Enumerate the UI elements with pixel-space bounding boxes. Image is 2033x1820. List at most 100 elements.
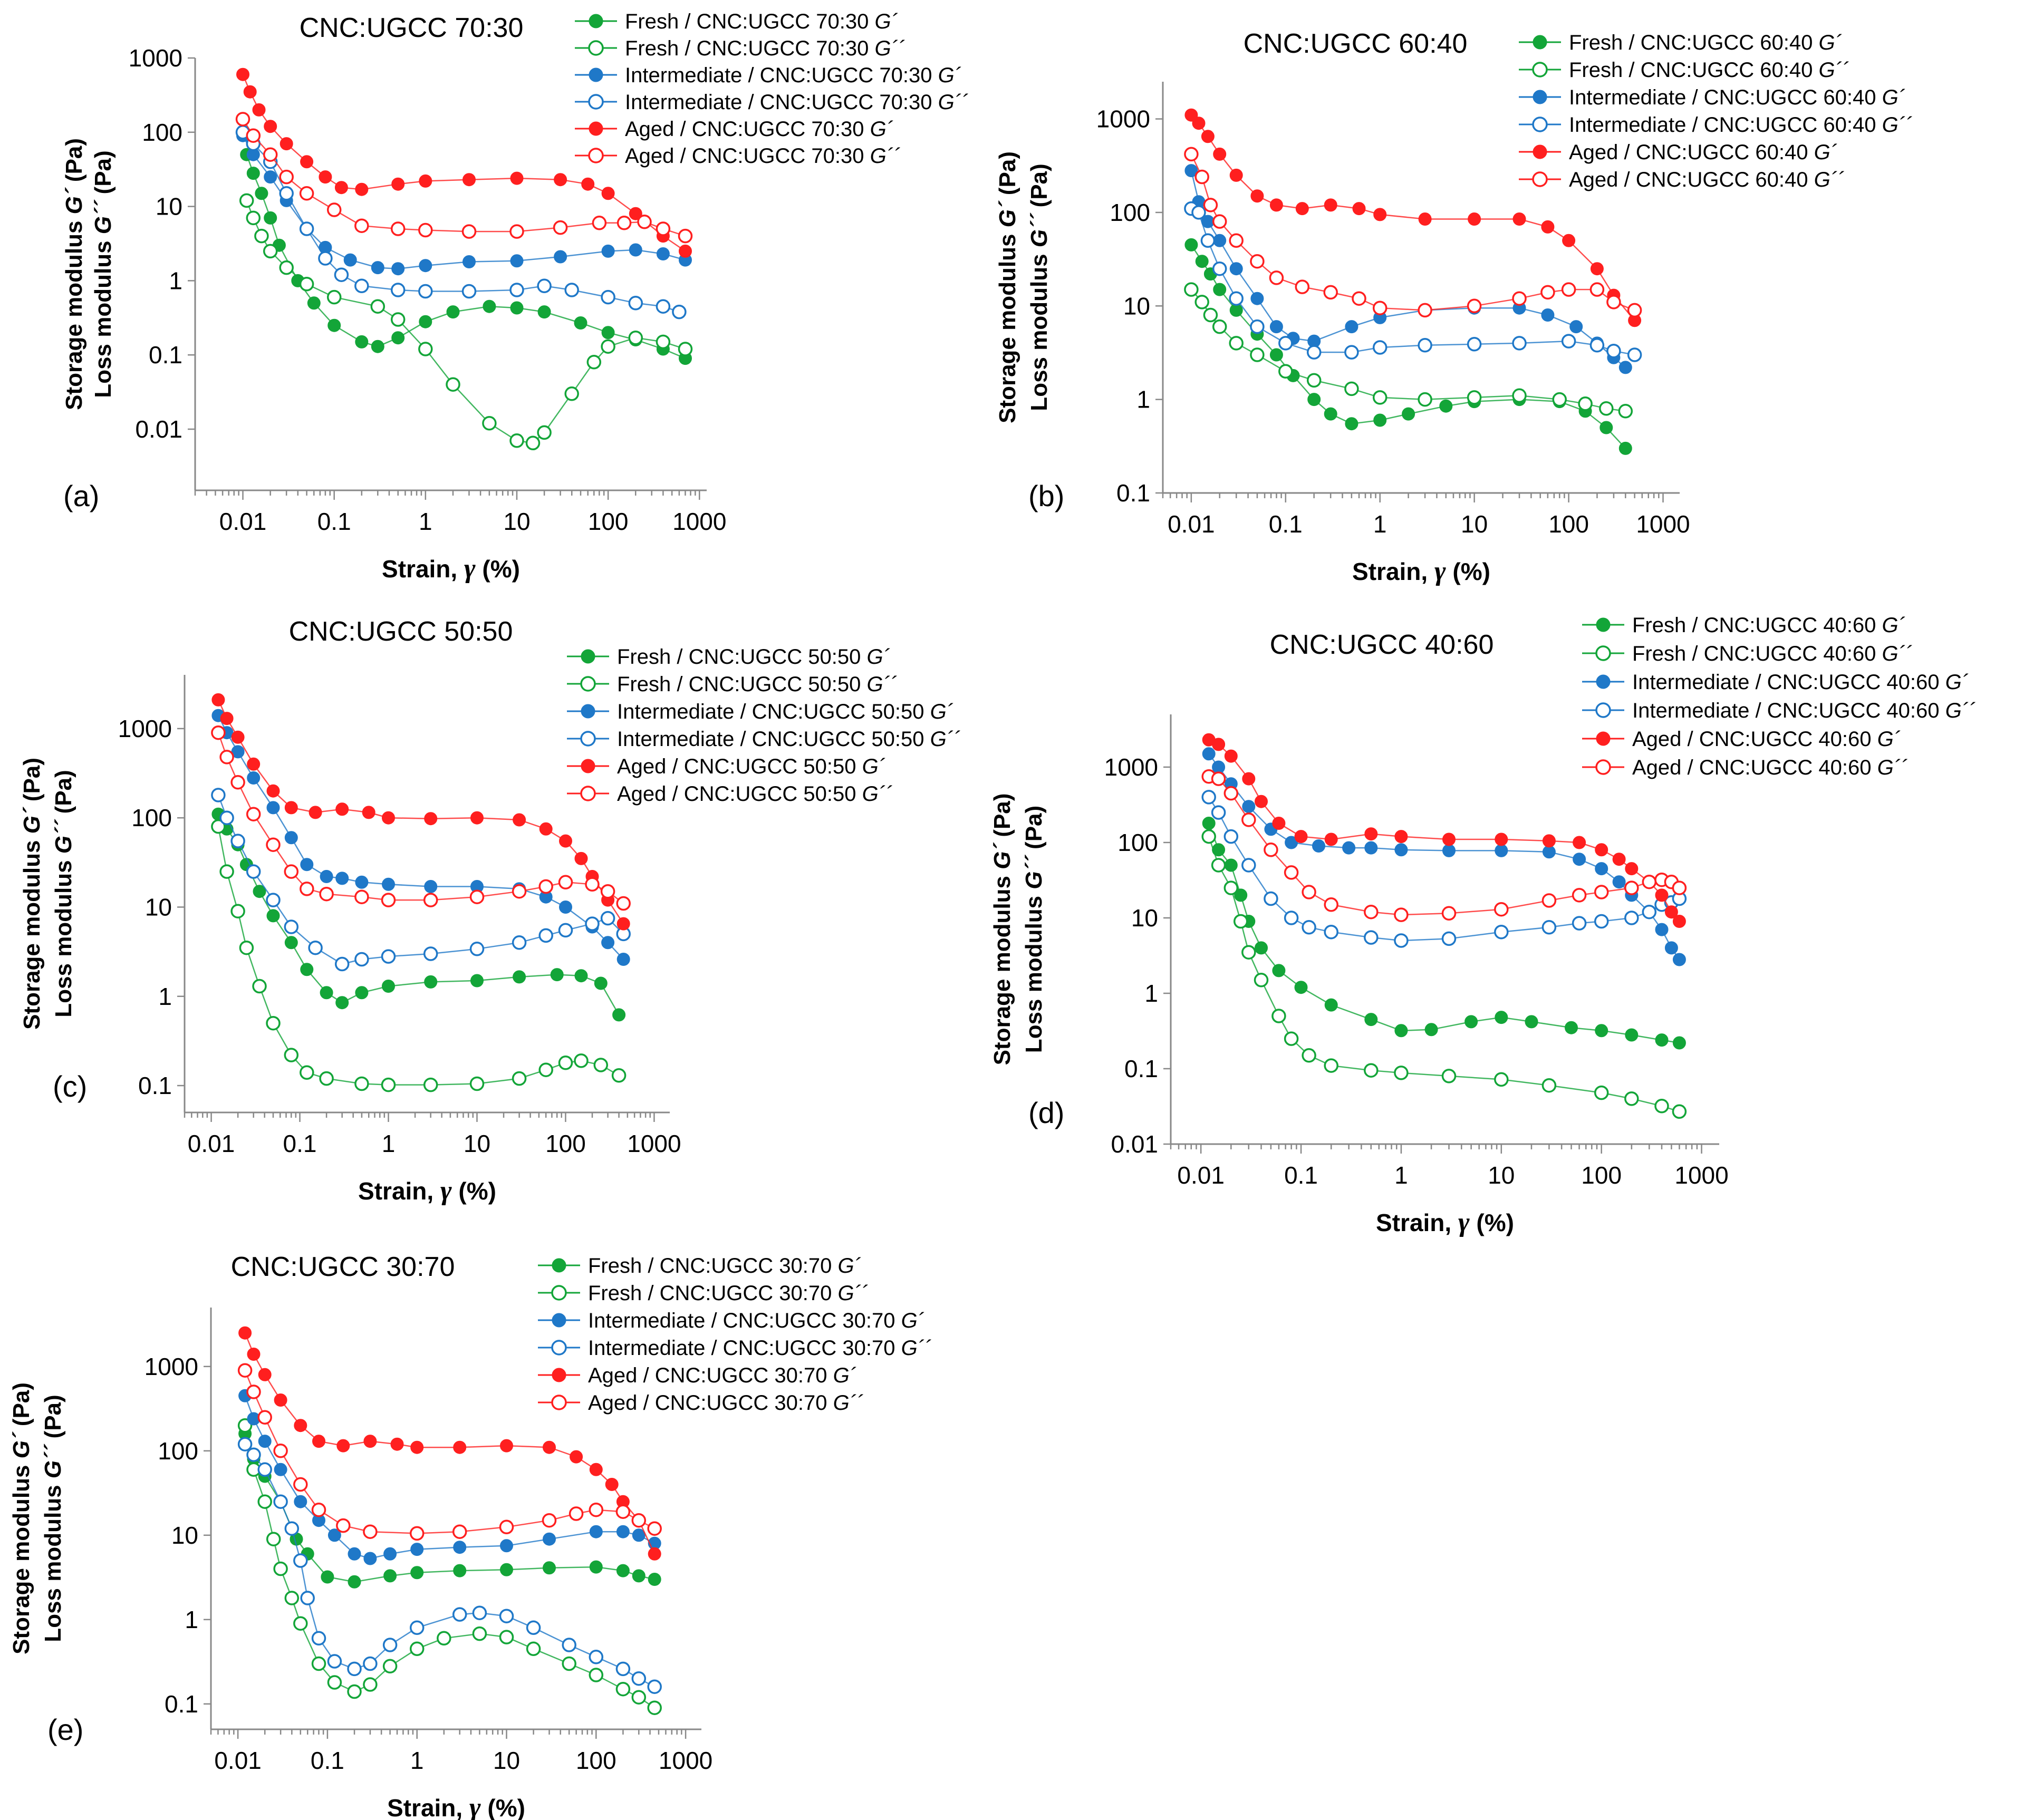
data-point: [273, 1444, 288, 1458]
data-point: [1394, 843, 1408, 857]
data-point: [1223, 880, 1239, 895]
data-point: [1655, 1033, 1669, 1047]
data-point: [1442, 844, 1456, 857]
data-point: [1642, 874, 1657, 889]
data-point: [1627, 347, 1642, 362]
data-point: [1229, 336, 1244, 351]
legend-label: Aged / CNC:UGCC 70:30 G´´: [625, 144, 900, 168]
data-point: [279, 186, 294, 201]
series-intermediate-storage: [236, 129, 692, 276]
x-tick-label: 1: [410, 1747, 424, 1774]
data-point: [1372, 390, 1388, 405]
data-point: [1467, 298, 1482, 314]
data-point: [601, 187, 615, 200]
legend-entry: Fresh / CNC:UGCC 50:50 G´: [567, 645, 890, 669]
x-tick-label: 10: [1488, 1161, 1515, 1189]
data-point: [347, 1661, 362, 1677]
data-point: [1324, 407, 1337, 421]
data-point: [611, 1068, 627, 1083]
chart-title: CNC:UGCC 60:40: [1244, 28, 1468, 59]
data-point: [538, 879, 553, 894]
data-point: [1541, 220, 1555, 234]
data-point: [293, 1477, 308, 1492]
legend-entry: Fresh / CNC:UGCC 40:60 G´: [1582, 614, 1905, 637]
legend-entry: Fresh / CNC:UGCC 30:70 G´´: [538, 1282, 868, 1305]
data-point: [326, 202, 342, 217]
data-point: [616, 216, 632, 230]
data-point: [538, 928, 553, 943]
data-point: [616, 1564, 630, 1577]
data-point: [239, 193, 254, 208]
legend-marker: [551, 1395, 567, 1410]
data-point: [550, 968, 564, 982]
data-point: [1272, 964, 1286, 977]
legend-entry: Intermediate / CNC:UGCC 70:30 G´´: [575, 91, 968, 114]
data-point: [423, 1077, 438, 1092]
y-tick-label: 0.1: [149, 341, 182, 369]
data-point: [615, 1504, 631, 1519]
series-aged-loss: [1184, 147, 1642, 318]
data-point: [327, 1675, 342, 1690]
data-point: [348, 1575, 361, 1589]
data-point: [1211, 805, 1226, 820]
data-point: [1364, 827, 1378, 841]
y-axis-label-storage: Storage modulus G´ (Pa): [8, 1382, 34, 1654]
legend-entry: Intermediate / CNC:UGCC 50:50 G´: [567, 700, 953, 723]
legend-marker: [551, 1285, 567, 1301]
data-point: [1672, 880, 1687, 895]
data-point: [1345, 320, 1358, 334]
data-point: [1562, 234, 1576, 247]
data-point: [355, 335, 369, 348]
legend-label: Fresh / CNC:UGCC 30:70 G´: [588, 1254, 861, 1277]
data-point: [446, 377, 460, 392]
data-point: [1269, 348, 1283, 362]
data-point: [1201, 130, 1215, 143]
data-point: [446, 305, 460, 319]
data-point: [570, 1450, 583, 1464]
legend-label: Intermediate / CNC:UGCC 40:60 G´´: [1632, 699, 1976, 722]
data-point: [266, 837, 281, 852]
data-point: [1624, 880, 1639, 895]
data-point: [1573, 836, 1586, 849]
data-point: [320, 870, 333, 883]
legend-label: Intermediate / CNC:UGCC 30:70 G´: [588, 1309, 924, 1332]
series-aged-storage: [238, 1326, 661, 1561]
y-tick-label: 100: [1117, 829, 1158, 856]
data-point: [453, 1440, 467, 1454]
data-point: [1295, 279, 1310, 294]
data-point: [543, 1532, 556, 1546]
data-point: [1212, 738, 1226, 751]
data-point: [211, 693, 225, 706]
data-point: [284, 831, 298, 845]
y-tick-label: 1000: [144, 1353, 198, 1380]
data-point: [1418, 392, 1432, 407]
data-point: [1269, 270, 1284, 285]
data-point: [257, 1494, 272, 1509]
x-axis-label: Strain, γ (%): [358, 1176, 496, 1206]
chart-title: CNC:UGCC 30:70: [231, 1252, 455, 1282]
data-point: [1672, 1104, 1687, 1119]
legend-entry: Fresh / CNC:UGCC 40:60 G´´: [1582, 642, 1912, 665]
data-point: [239, 940, 254, 955]
data-point: [1324, 832, 1338, 846]
data-point: [589, 1525, 603, 1538]
data-point: [647, 1700, 662, 1715]
data-point: [1212, 843, 1226, 857]
data-point: [284, 919, 299, 934]
legend-marker: [1595, 759, 1611, 775]
legend-marker: [580, 731, 596, 747]
data-point: [1200, 233, 1216, 248]
data-point: [1294, 830, 1308, 844]
data-point: [1285, 836, 1298, 849]
data-point: [616, 1525, 630, 1538]
x-tick-label: 100: [1581, 1161, 1622, 1189]
x-axis-label: Strain, γ (%): [1352, 556, 1490, 586]
data-point: [615, 1681, 631, 1697]
data-point: [1373, 208, 1387, 221]
legend-marker: [581, 759, 595, 773]
data-point: [1561, 334, 1576, 348]
legend-marker: [1532, 117, 1548, 132]
data-point: [299, 186, 314, 201]
y-axis-label-storage: Storage modulus G´ (Pa): [995, 151, 1020, 423]
data-point: [1572, 888, 1587, 903]
